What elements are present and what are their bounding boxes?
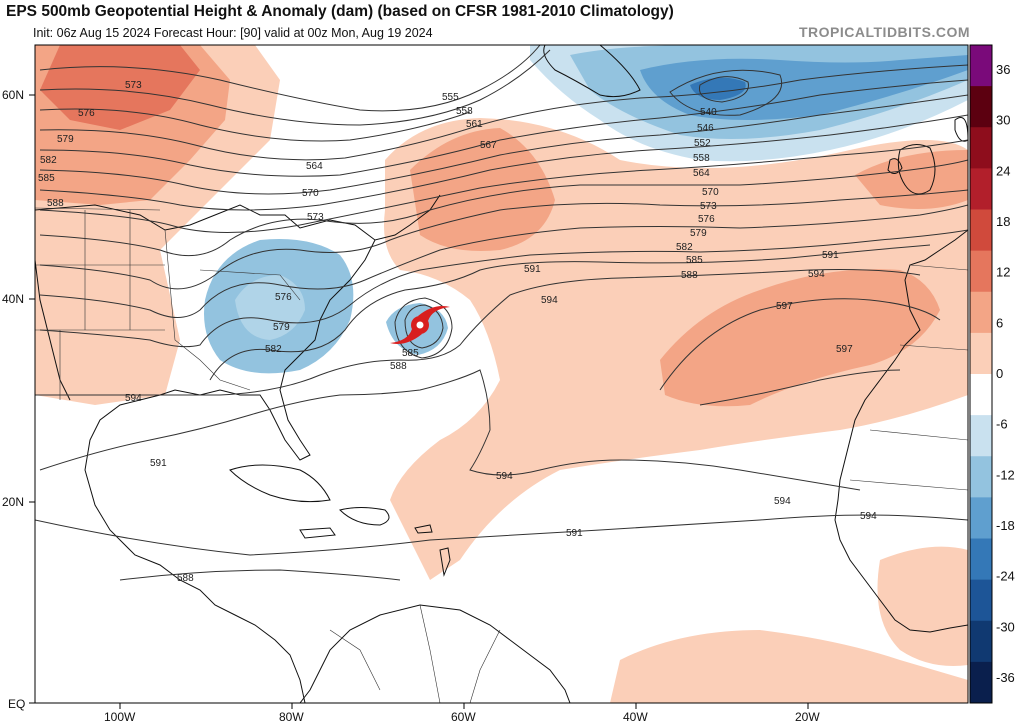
contour-label: 591 [150, 458, 167, 469]
lon-label-100w: 100W [104, 710, 136, 724]
map-subtitle: Init: 06z Aug 15 2024 Forecast Hour: [90… [33, 26, 433, 40]
colorbar-tick-label: 18 [996, 214, 1010, 229]
height-contours [35, 45, 968, 581]
contour-label: 594 [125, 393, 142, 404]
colorbar-swatch [970, 374, 992, 416]
colorbar-tick-label: -12 [996, 467, 1015, 482]
colorbar-swatch [970, 168, 992, 210]
map-frame [34, 44, 969, 704]
colorbar-swatch [970, 661, 992, 704]
contour-label: 573 [700, 201, 717, 212]
colorbar-swatch [970, 127, 992, 169]
contour-label: 588 [177, 573, 194, 584]
lat-label-20n: 20N [2, 495, 24, 509]
contour-label: 594 [808, 269, 825, 280]
colorbar-tick-label: 0 [996, 366, 1003, 381]
contour-label: 579 [273, 322, 290, 333]
latitude-axis: 60N 40N 20N EQ [2, 88, 35, 711]
contour-label: 567 [480, 140, 497, 151]
contour-label: 588 [681, 270, 698, 281]
contour-label: 591 [524, 264, 541, 275]
colorbar-swatch [970, 579, 992, 622]
contour-label: 597 [776, 301, 793, 312]
colorbar-swatch [970, 456, 992, 498]
contour-label: 576 [78, 108, 95, 119]
contour-label: 585 [402, 348, 419, 359]
contour-label: 585 [686, 255, 703, 266]
lat-label-eq: EQ [8, 697, 25, 711]
colorbar-tick-label: 36 [996, 62, 1010, 77]
contour-label: 570 [302, 188, 319, 199]
colorbar-swatch [970, 86, 992, 128]
colorbar-tick-label: -24 [996, 569, 1015, 584]
lon-label-20w: 20W [795, 710, 820, 724]
contour-label: 579 [57, 134, 74, 145]
contour-label: 594 [496, 471, 513, 482]
colorbar-tick-label: -6 [996, 417, 1008, 432]
contour-labels: 573 576 579 582 585 588 555 558 561 567 … [38, 80, 877, 584]
lon-label-60w: 60W [451, 710, 476, 724]
contour-label: 540 [700, 107, 717, 118]
colorbar-swatch [970, 291, 992, 334]
contour-label: 582 [676, 242, 693, 253]
contour-label: 558 [693, 153, 710, 164]
colorbar-swatch [970, 250, 992, 293]
contour-label: 561 [466, 119, 483, 130]
contour-label: 591 [566, 528, 583, 539]
hurricane-symbol-icon [390, 306, 450, 344]
lat-label-40n: 40N [2, 292, 24, 306]
contour-label: 582 [265, 344, 282, 355]
contour-label: 570 [702, 187, 719, 198]
map-title: EPS 500mb Geopotential Height & Anomaly … [6, 3, 674, 20]
colorbar-tick-label: 6 [996, 315, 1003, 330]
colorbar-swatch [970, 209, 992, 252]
contour-label: 564 [693, 168, 710, 179]
colorbar-swatch [970, 538, 992, 581]
colorbar-swatch [970, 497, 992, 539]
negative-anomaly-shading [204, 45, 968, 374]
colorbar-tick-label: -18 [996, 518, 1015, 533]
contour-label: 582 [40, 155, 57, 166]
contour-label: 546 [697, 123, 714, 134]
colorbar-tick-label: 30 [996, 113, 1010, 128]
contour-label: 591 [822, 250, 839, 261]
colorbar-swatch [970, 45, 992, 87]
colorbar-frame [969, 44, 993, 704]
contour-label: 558 [456, 106, 473, 117]
contour-label: 597 [836, 344, 853, 355]
contour-label: 588 [47, 198, 64, 209]
coastlines [35, 45, 968, 703]
contour-label: 585 [38, 173, 55, 184]
colorbar-tick-label: -30 [996, 619, 1015, 634]
colorbar-tick-label: -36 [996, 670, 1015, 685]
longitude-axis: 100W 80W 60W 40W 20W [104, 703, 820, 724]
lon-label-40w: 40W [623, 710, 648, 724]
lat-label-60n: 60N [2, 88, 24, 102]
contour-label: 576 [698, 214, 715, 225]
brand-watermark: TROPICALTIDBITS.COM [798, 24, 970, 40]
lon-label-80w: 80W [279, 710, 304, 724]
contour-label: 552 [694, 138, 711, 149]
borders [35, 207, 968, 703]
contour-label: 573 [307, 212, 324, 223]
contour-label: 594 [541, 295, 558, 306]
colorbar-swatch [970, 415, 992, 457]
contour-label: 588 [390, 361, 407, 372]
contour-label: 555 [442, 92, 459, 103]
contour-label: 579 [690, 228, 707, 239]
contour-label: 564 [306, 161, 323, 172]
contour-label: 573 [125, 80, 142, 91]
anomaly-colorbar: 36 30 24 18 12 6 0 -6 -12 -18 -24 -30 -36 [969, 44, 1015, 704]
contour-label: 594 [860, 511, 877, 522]
colorbar-swatch [970, 332, 992, 375]
colorbar-tick-label: 12 [996, 265, 1010, 280]
colorbar-tick-label: 24 [996, 163, 1010, 178]
contour-label: 594 [774, 496, 791, 507]
colorbar-swatch [970, 620, 992, 663]
contour-label: 576 [275, 292, 292, 303]
